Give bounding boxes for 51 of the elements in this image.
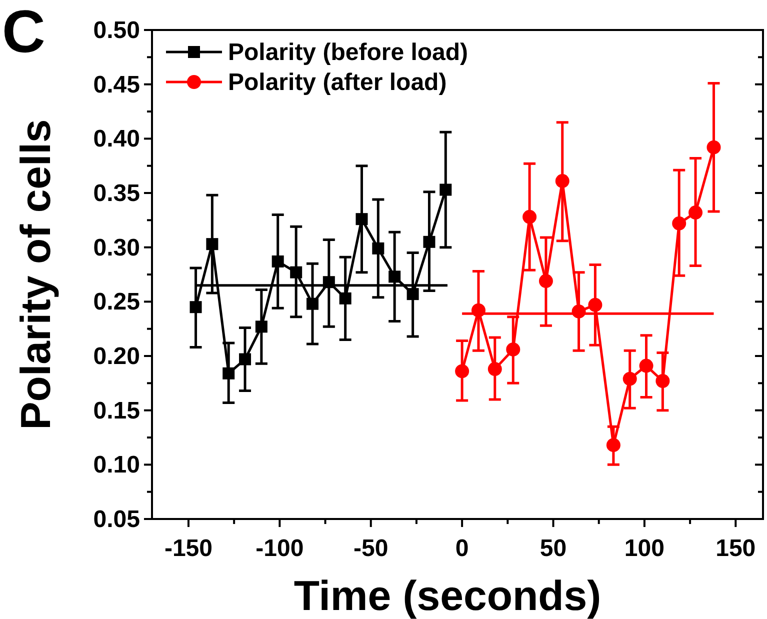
legend-label: Polarity (after load) bbox=[228, 69, 447, 96]
point bbox=[538, 274, 553, 288]
y-tick-label: 0.45 bbox=[93, 71, 140, 98]
y-tick-label: 0.05 bbox=[93, 506, 140, 533]
point bbox=[239, 353, 252, 366]
x-axis-title: Time (seconds) bbox=[294, 572, 602, 619]
y-tick-label: 0.15 bbox=[93, 397, 140, 424]
y-tick-label: 0.10 bbox=[93, 452, 140, 479]
x-tick-label: 0 bbox=[455, 535, 469, 562]
point bbox=[506, 342, 520, 356]
point bbox=[190, 301, 202, 314]
x-tick-label: 150 bbox=[716, 535, 756, 562]
point bbox=[388, 270, 401, 283]
y-axis-title: Polarity of cells bbox=[12, 119, 59, 430]
point bbox=[356, 213, 368, 226]
point bbox=[488, 362, 502, 376]
x-tick-label: 100 bbox=[624, 535, 664, 562]
y-tick-label: 0.25 bbox=[93, 288, 140, 316]
point bbox=[339, 292, 352, 304]
x-tick-label: -100 bbox=[256, 535, 304, 562]
point bbox=[455, 364, 470, 378]
point bbox=[639, 358, 654, 373]
text: C bbox=[2, 0, 46, 65]
y-tick-label: 0.50 bbox=[93, 17, 140, 44]
point bbox=[406, 288, 419, 300]
legend-label: Polarity (before load) bbox=[228, 39, 468, 66]
y-tick-label: 0.40 bbox=[93, 126, 140, 153]
point bbox=[423, 236, 436, 248]
x-tick-label: 50 bbox=[540, 535, 567, 562]
point bbox=[255, 320, 268, 333]
point bbox=[656, 374, 670, 388]
x-tick-label: -50 bbox=[354, 535, 388, 562]
point bbox=[522, 210, 537, 224]
y-tick-label: 0.30 bbox=[93, 234, 140, 262]
point bbox=[222, 367, 235, 380]
point bbox=[272, 255, 284, 268]
point bbox=[688, 206, 703, 220]
point bbox=[606, 438, 620, 452]
point bbox=[440, 184, 452, 196]
point bbox=[622, 372, 637, 386]
point bbox=[290, 266, 302, 278]
point bbox=[555, 174, 570, 188]
point bbox=[588, 298, 602, 312]
point bbox=[672, 216, 686, 230]
x-tick-label: -150 bbox=[164, 535, 212, 562]
y-tick-label: 0.20 bbox=[93, 343, 140, 370]
point bbox=[372, 242, 384, 254]
y-tick-label: 0.35 bbox=[93, 180, 140, 207]
point bbox=[206, 238, 218, 250]
point bbox=[706, 140, 721, 154]
point bbox=[306, 298, 318, 310]
